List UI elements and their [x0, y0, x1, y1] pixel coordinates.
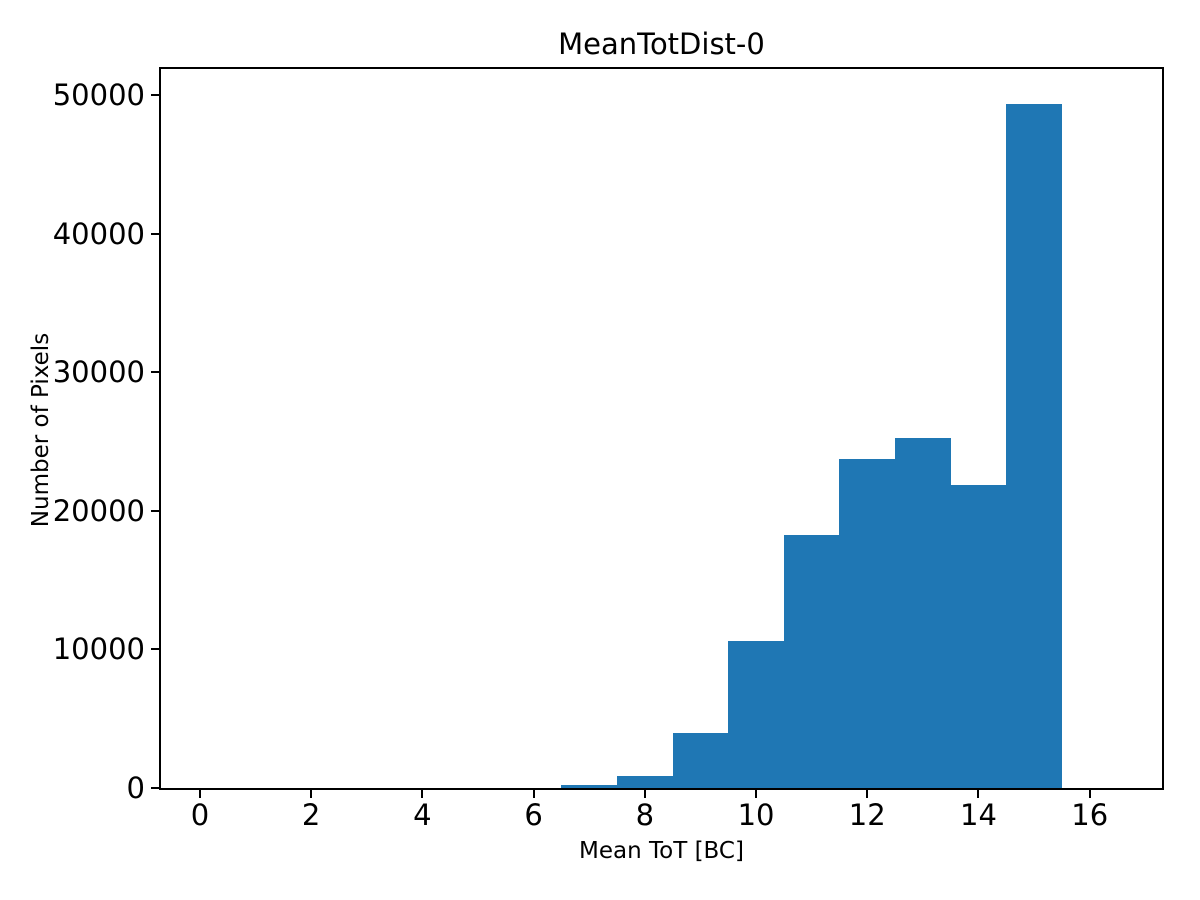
chart-title: MeanTotDist-0: [558, 27, 765, 61]
y-tick-mark: [151, 232, 159, 235]
x-tick-label: 6: [524, 798, 543, 832]
x-tick-mark: [1088, 790, 1091, 798]
y-tick-label: 30000: [52, 355, 145, 390]
x-tick-label: 14: [960, 798, 997, 832]
x-axis-label: Mean ToT [BC]: [579, 838, 744, 864]
x-tick-label: 16: [1071, 798, 1109, 832]
x-tick-label: 0: [190, 798, 210, 832]
histogram-bar: [895, 438, 951, 788]
y-tick-label: 10000: [52, 632, 145, 667]
x-tick-label: 8: [635, 798, 655, 832]
histogram-bar: [617, 776, 673, 788]
x-tick-mark: [310, 790, 313, 798]
y-tick-mark: [151, 509, 159, 512]
histogram-bar: [561, 785, 617, 788]
y-tick-mark: [151, 648, 159, 651]
x-tick-mark: [198, 790, 201, 798]
y-tick-label: 0: [126, 771, 145, 805]
histogram-bar: [1006, 103, 1062, 788]
y-tick-mark: [151, 94, 159, 97]
x-tick-label: 12: [848, 798, 886, 832]
x-tick-label: 4: [413, 798, 432, 832]
histogram-bar: [783, 535, 840, 788]
x-tick-label: 10: [737, 798, 775, 832]
x-tick-mark: [421, 790, 424, 798]
y-tick-label: 50000: [52, 78, 145, 113]
x-tick-mark: [866, 790, 869, 798]
x-tick-mark: [755, 790, 758, 798]
histogram-bar: [672, 733, 729, 788]
x-tick-mark: [532, 790, 535, 798]
histogram-bar: [839, 458, 896, 788]
y-axis-label: Number of Pixels: [28, 332, 54, 528]
plot-area: [159, 67, 1164, 790]
histogram-bar: [950, 485, 1007, 788]
x-tick-mark: [977, 790, 980, 798]
y-tick-mark: [151, 371, 159, 374]
y-tick-mark: [151, 787, 159, 789]
y-tick-label: 20000: [52, 493, 145, 528]
x-tick-mark: [643, 790, 646, 798]
histogram-bar: [728, 641, 784, 788]
x-tick-label: 2: [301, 798, 321, 832]
y-tick-label: 40000: [52, 216, 145, 251]
